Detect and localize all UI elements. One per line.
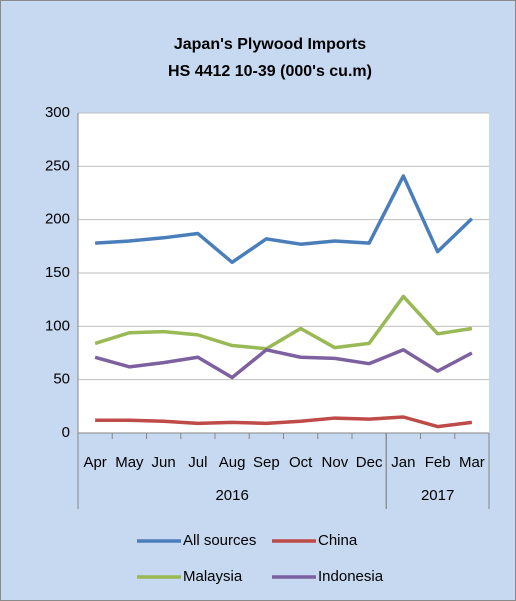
legend-label: All sources [183,532,256,549]
x-tick-label: Jan [391,454,415,471]
legend-label: Indonesia [318,568,384,585]
series-line [94,348,473,380]
legend-label: China [318,532,358,549]
chart-title: Japan's Plywood Imports [174,36,366,53]
x-tick-label: Feb [425,454,451,471]
group-label: 2016 [215,487,248,504]
x-tick-label: Oct [289,454,313,471]
y-tick-label: 200 [45,211,70,228]
y-tick-label: 150 [45,264,70,281]
group-label: 2017 [421,487,454,504]
x-tick-label: Jun [152,454,176,471]
x-tick-label: May [115,454,144,471]
y-tick-label: 100 [45,317,70,334]
y-tick-label: 0 [62,424,70,441]
legend-label: Malaysia [183,568,243,585]
x-tick-label: Jul [188,454,207,471]
y-tick-label: 50 [53,371,70,388]
chart-subtitle: HS 4412 10-39 (000's cu.m) [168,63,372,80]
x-tick-label: Mar [459,454,485,471]
y-tick-label: 250 [45,157,70,174]
x-tick-label: Apr [83,454,106,471]
series-line [95,415,473,429]
x-tick-label: Aug [219,454,246,471]
series-line [94,294,473,351]
x-tick-label: Dec [356,454,383,471]
x-tick-label: Sep [253,454,280,471]
series-line [95,174,474,265]
x-tick-label: Nov [322,454,349,471]
y-tick-label: 300 [45,104,70,121]
